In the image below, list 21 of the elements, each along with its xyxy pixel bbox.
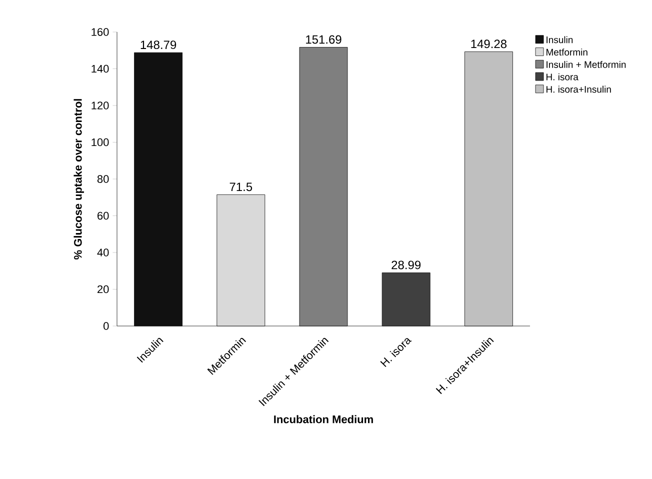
- data-label: 28.99: [392, 260, 421, 270]
- data-label: 148.79: [140, 40, 176, 50]
- legend-label: Insulin + Metformin: [546, 60, 626, 68]
- legend-label: Metformin: [546, 48, 588, 56]
- y-tick-label: 0: [104, 322, 109, 330]
- legend-label: Insulin: [546, 36, 573, 44]
- y-tick-label: 80: [97, 175, 109, 183]
- y-tick-label: 20: [98, 285, 109, 294]
- y-tick-label: 100: [92, 138, 109, 146]
- data-label: 71.5: [230, 182, 252, 192]
- y-tick-label: 40: [97, 248, 109, 256]
- data-label: 149.28: [471, 40, 507, 48]
- data-label: 151.69: [306, 35, 342, 44]
- y-tick-label: 120: [92, 102, 109, 110]
- y-tick-label: 140: [92, 64, 109, 73]
- y-tick-label: 160: [92, 28, 109, 36]
- x-axis-title: Incubation Medium: [274, 415, 373, 424]
- legend-label: H. isora+Insulin: [546, 86, 611, 93]
- y-tick-label: 60: [98, 212, 109, 220]
- legend-label: H. isora: [546, 73, 578, 80]
- y-axis-title: % Glucose uptake over control: [74, 99, 84, 260]
